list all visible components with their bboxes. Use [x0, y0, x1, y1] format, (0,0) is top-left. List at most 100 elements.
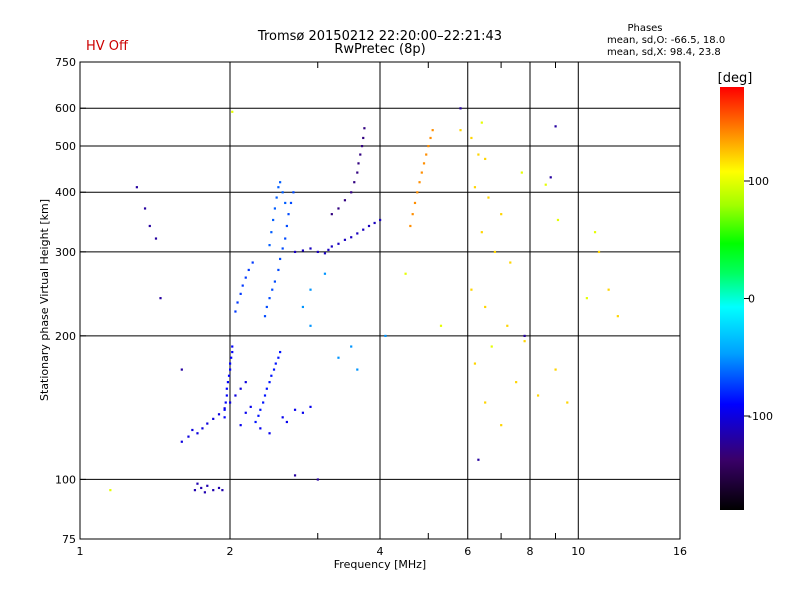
- data-point: [254, 420, 257, 424]
- data-point: [330, 245, 333, 248]
- data-point: [473, 186, 477, 189]
- data-point: [212, 489, 215, 492]
- data-points: [109, 107, 619, 494]
- data-point: [289, 201, 293, 205]
- data-point: [363, 127, 366, 130]
- data-point: [196, 482, 199, 485]
- y-tick-label: 75: [62, 533, 76, 546]
- data-point: [206, 484, 209, 487]
- y-tick-labels: 75 100 200 300 400 500 600 750: [55, 56, 76, 546]
- data-point: [343, 238, 347, 241]
- x-tick-labels: 1 2 4 6 8 10 16: [77, 545, 688, 558]
- data-point: [470, 288, 473, 291]
- data-point: [484, 157, 487, 161]
- colorbar-tick-label: 0: [748, 293, 755, 306]
- data-point: [244, 276, 247, 279]
- data-point: [226, 381, 230, 384]
- data-point: [234, 394, 237, 397]
- data-point: [330, 213, 333, 216]
- data-point: [279, 350, 282, 354]
- data-point: [217, 486, 221, 490]
- data-point: [597, 250, 601, 254]
- data-point: [411, 213, 414, 216]
- y-axis-label: Stationary phase Virtual Height [km]: [38, 199, 51, 401]
- data-point: [316, 478, 319, 481]
- data-point: [281, 191, 284, 194]
- data-point: [279, 181, 282, 184]
- data-point: [268, 432, 271, 435]
- data-point: [259, 427, 262, 430]
- data-point: [309, 247, 312, 250]
- data-point: [509, 261, 512, 264]
- data-point: [239, 292, 242, 295]
- data-point: [241, 284, 244, 287]
- data-point: [259, 408, 262, 411]
- data-point: [203, 491, 206, 494]
- data-point: [244, 381, 247, 384]
- y-tick-label: 400: [55, 186, 76, 199]
- data-point: [470, 136, 473, 140]
- data-point: [223, 407, 226, 410]
- data-point: [500, 213, 503, 216]
- data-point: [277, 186, 280, 189]
- data-point: [549, 176, 552, 179]
- y-tick-label: 200: [55, 330, 76, 343]
- x-tick-label: 1: [77, 545, 84, 558]
- data-point: [301, 305, 305, 309]
- data-point: [275, 196, 278, 199]
- data-point: [273, 207, 276, 210]
- data-point: [523, 340, 526, 343]
- data-point: [477, 153, 480, 156]
- data-point: [263, 315, 267, 318]
- data-point: [293, 408, 297, 411]
- x-tick-label: 8: [527, 545, 534, 558]
- data-point: [135, 186, 138, 189]
- data-point: [418, 181, 421, 184]
- data-point: [523, 334, 526, 338]
- data-point: [484, 305, 487, 309]
- y-tick-label: 750: [55, 56, 76, 69]
- data-point: [360, 144, 364, 148]
- data-point: [223, 408, 226, 411]
- data-point: [477, 458, 480, 461]
- data-point: [323, 252, 327, 255]
- phases-title: Phases: [627, 23, 662, 34]
- data-point: [309, 324, 312, 327]
- data-point: [353, 181, 356, 184]
- data-point: [268, 381, 271, 384]
- data-point: [484, 401, 487, 404]
- data-point: [231, 350, 234, 354]
- data-point: [225, 394, 228, 397]
- data-point: [439, 324, 443, 327]
- data-point: [287, 213, 290, 216]
- data-point: [404, 272, 407, 275]
- data-point: [285, 420, 288, 424]
- data-point: [337, 242, 340, 245]
- data-point: [515, 381, 518, 384]
- data-point: [323, 272, 327, 275]
- data-point: [200, 486, 203, 490]
- data-point: [272, 218, 275, 222]
- data-point: [268, 244, 271, 247]
- data-point: [362, 228, 365, 231]
- data-point: [265, 387, 268, 390]
- data-point: [373, 221, 376, 225]
- data-point: [480, 121, 483, 124]
- data-point: [284, 201, 287, 205]
- data-point: [284, 237, 287, 240]
- data-point: [357, 162, 360, 165]
- data-point: [490, 345, 493, 348]
- data-point: [367, 224, 371, 228]
- data-point: [459, 129, 462, 132]
- x-tick-label: 6: [464, 545, 471, 558]
- data-point: [554, 125, 557, 128]
- data-point: [251, 261, 254, 264]
- data-point: [413, 201, 417, 205]
- phases-x-stats: mean, sd,X: 98.4, 23.8: [607, 47, 721, 58]
- data-point: [249, 405, 252, 408]
- data-point: [616, 315, 619, 318]
- data-point: [234, 310, 237, 313]
- data-point: [236, 301, 239, 304]
- data-point: [273, 280, 276, 283]
